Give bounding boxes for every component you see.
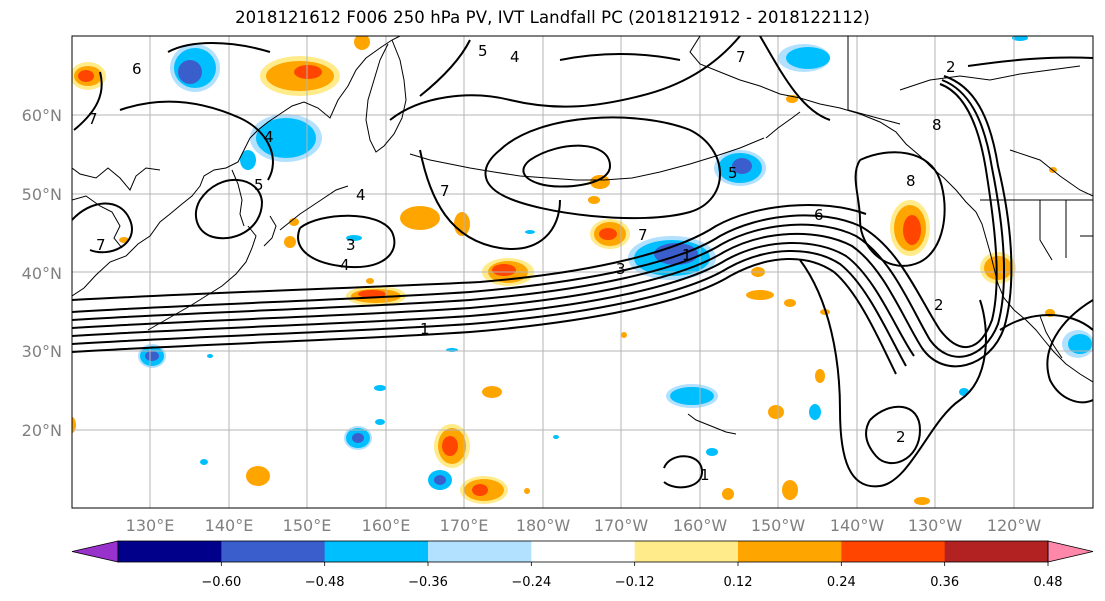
gridlines (72, 36, 1093, 508)
contour-lines (72, 36, 1093, 489)
contour-label: 2 (896, 428, 906, 446)
contour-label: 6 (814, 206, 824, 224)
colorbar-frame (117, 540, 1049, 563)
coastlines (72, 36, 1093, 435)
contour-label: 1 (682, 246, 692, 264)
lat-label: 40°N (22, 264, 62, 283)
negative-anomaly (138, 36, 1093, 490)
colorbar-tick-label: −0.24 (511, 575, 551, 590)
lat-label: 50°N (22, 185, 62, 204)
colorbar-tick-label: 0.36 (930, 575, 959, 590)
contour-label: 4 (510, 48, 520, 66)
lon-label: 130°W (908, 516, 963, 535)
lat-label: 30°N (22, 342, 62, 361)
lon-label: 170°E (440, 516, 489, 535)
colorbar-cell (531, 541, 636, 562)
lon-label: 120°W (987, 516, 1042, 535)
contour-label: 8 (932, 116, 942, 134)
contour-label: 4 (340, 256, 350, 274)
lon-label: 160°E (362, 516, 411, 535)
lon-label: 130°E (126, 516, 175, 535)
colorbar-cell (841, 541, 946, 562)
colorbar-cell (221, 541, 326, 562)
contour-label: 6 (132, 60, 142, 78)
colorbar-cell (634, 541, 739, 562)
contour-label: 1 (700, 466, 710, 484)
contour-label: 7 (96, 236, 106, 254)
longitude-labels: 130°E 140°E 150°E 160°E 170°E 180°W 170°W 160°W… (126, 516, 1042, 535)
colorbar-cell (738, 541, 842, 562)
contour-labels: 6 7 4 5 4 2 8 7 6 4 5 7 3 4 7 1 7 3 1 2 … (88, 42, 956, 484)
lon-label: 180°W (516, 516, 571, 535)
contour-label: 3 (616, 260, 626, 278)
contour-label: 5 (478, 42, 488, 60)
contour-label: 5 (728, 164, 738, 182)
contour-label: 4 (264, 128, 274, 146)
pv-shading (72, 36, 1093, 505)
lat-label: 20°N (22, 421, 62, 440)
colorbar-tick-label: 0.48 (1034, 575, 1063, 590)
lon-label: 150°W (751, 516, 806, 535)
colorbar: −0.60 −0.48 −0.36 −0.24 −0.12 0.12 0.24 0.36 0.4… (71, 540, 1094, 590)
lon-label: 140°E (205, 516, 254, 535)
lon-label: 140°W (830, 516, 885, 535)
lon-label: 160°W (673, 516, 728, 535)
contour-label: 7 (440, 182, 450, 200)
colorbar-tick-label: 0.24 (827, 575, 856, 590)
map-title: 2018121612 F006 250 hPa PV, IVT Landfall… (235, 8, 870, 27)
colorbar-tick-label: −0.60 (201, 575, 241, 590)
contour-label: 2 (934, 296, 944, 314)
contour-label: 7 (638, 226, 648, 244)
lon-label: 170°W (594, 516, 649, 535)
colorbar-cell (428, 541, 532, 562)
positive-anomaly (72, 36, 1057, 505)
contour-label: 5 (254, 176, 264, 194)
lon-label: 150°E (283, 516, 332, 535)
contour-label: 4 (356, 186, 366, 204)
colorbar-cell (944, 541, 1049, 562)
colorbar-extend-max (1047, 540, 1094, 563)
colorbar-tick-label: −0.48 (305, 575, 345, 590)
contour-label: 8 (906, 172, 916, 190)
latitude-labels: 60°N 50°N 40°N 30°N 20°N (22, 106, 62, 440)
contour-label: 7 (88, 110, 98, 128)
colorbar-tick-label: −0.36 (408, 575, 448, 590)
colorbar-tick-label: 0.12 (724, 575, 753, 590)
colorbar-tick-label: −0.12 (615, 575, 655, 590)
colorbar-cell (324, 541, 429, 562)
contour-label: 7 (736, 48, 746, 66)
colorbar-extend-min (71, 540, 119, 563)
contour-label: 1 (420, 320, 430, 338)
contour-label: 2 (946, 58, 956, 76)
colorbar-cell (118, 541, 222, 562)
lat-label: 60°N (22, 106, 62, 125)
contour-label: 3 (346, 236, 356, 254)
map-frame (71, 35, 1094, 509)
